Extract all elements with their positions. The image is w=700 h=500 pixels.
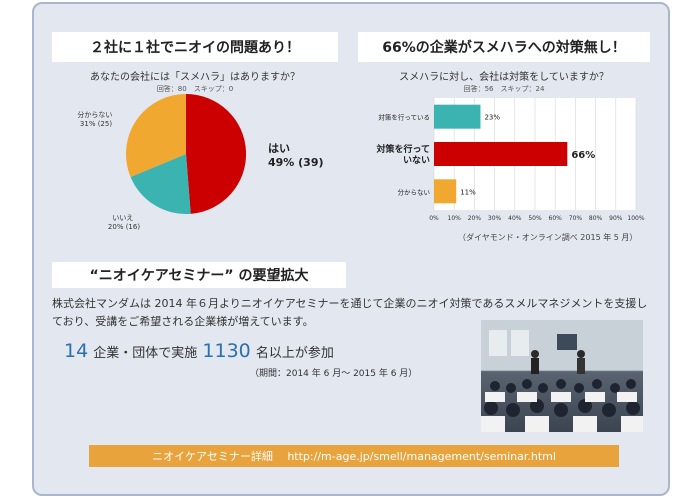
count-participants: 1130: [202, 340, 251, 362]
bar-tick-label: 40%: [508, 215, 522, 222]
bar-value-label: 11%: [460, 188, 476, 196]
bar-tick-label: 60%: [549, 215, 563, 222]
pie-slice-no: [130, 154, 191, 215]
stats-line: 14 企業・団体で実施 1130 名以上が参加: [64, 340, 334, 362]
period-note: （期間：2014 年 6 月～ 2015 年 6 月）: [250, 369, 418, 379]
pie-label-no-answer: 分からない 31% (25): [77, 110, 114, 128]
bar-category-label: 対策を行っていない: [375, 143, 430, 166]
bar-mark: [434, 104, 481, 129]
bar-value-label: 66%: [571, 150, 595, 161]
left-stats: 回答：80 スキップ：0: [156, 85, 234, 93]
pie-label-no: いいえ 20% (16): [108, 214, 140, 231]
right-question: スメハラに対し、会社は対策をしていますか？: [399, 72, 609, 83]
pie-slice-no-answer: [126, 94, 186, 177]
chart-source: （ダイヤモンド・オンライン調べ 2015 年 5 月）: [458, 233, 638, 242]
demand-body: 株式会社マンダムは 2014 年６月よりニオイケアセミナーを通じて企業のニオイ対…: [52, 297, 648, 328]
bar-tick-label: 80%: [589, 215, 603, 222]
demand-heading: “ニオイケアセミナー” の要望拡大: [52, 262, 346, 288]
seminar-photo: [481, 320, 643, 432]
pie-slice-yes: [186, 93, 247, 214]
pie-label-yes: はい 49% (39): [268, 142, 324, 169]
bar-tick-label: 0%: [429, 215, 439, 222]
right-stats: 回答：56 スキップ：24: [463, 85, 545, 93]
bar-mark: [434, 179, 457, 204]
seminar-link[interactable]: ニオイケアセミナー詳細 http://m-age.jp/smell/manage…: [89, 445, 619, 467]
bar-tick-label: 70%: [569, 215, 583, 222]
bar-mark: [434, 142, 568, 166]
bar-tick-label: 50%: [528, 215, 542, 222]
count-participants-label: 名以上が参加: [255, 346, 334, 361]
bar-tick-label: 20%: [468, 215, 482, 222]
bar-tick-label: 30%: [488, 215, 502, 222]
bar-tick-label: 10%: [448, 215, 462, 222]
count-companies-label: 企業・団体で実施: [93, 346, 198, 361]
bar-value-label: 23%: [484, 114, 500, 122]
left-heading: ２社に１社でニオイの問題あり！: [52, 32, 338, 62]
bar-category-label: 分からない: [398, 187, 431, 196]
bar-category-label: 対策を行っている: [378, 113, 430, 122]
seminar-photo-illustration: [481, 320, 643, 432]
bar-tick-label: 100%: [627, 215, 644, 222]
left-question: あなたの会社には「スメハラ」はありますか？: [90, 72, 300, 83]
right-heading: 66%の企業がスメハラへの対策無し！: [358, 32, 650, 62]
pie-chart: 分からない 31% (25) いいえ 20% (16) はい 49% (39): [77, 93, 324, 231]
bar-tick-label: 90%: [609, 215, 623, 222]
count-companies: 14: [64, 340, 89, 362]
